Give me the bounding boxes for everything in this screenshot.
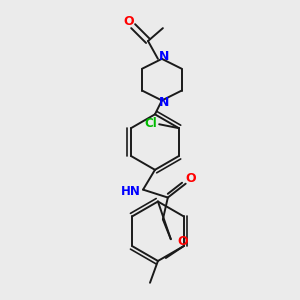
Text: Cl: Cl	[145, 117, 158, 130]
Text: O: O	[185, 172, 196, 185]
Text: N: N	[159, 50, 169, 63]
Text: O: O	[177, 235, 188, 248]
Text: O: O	[123, 15, 134, 28]
Text: N: N	[159, 96, 169, 109]
Text: HN: HN	[121, 185, 141, 198]
